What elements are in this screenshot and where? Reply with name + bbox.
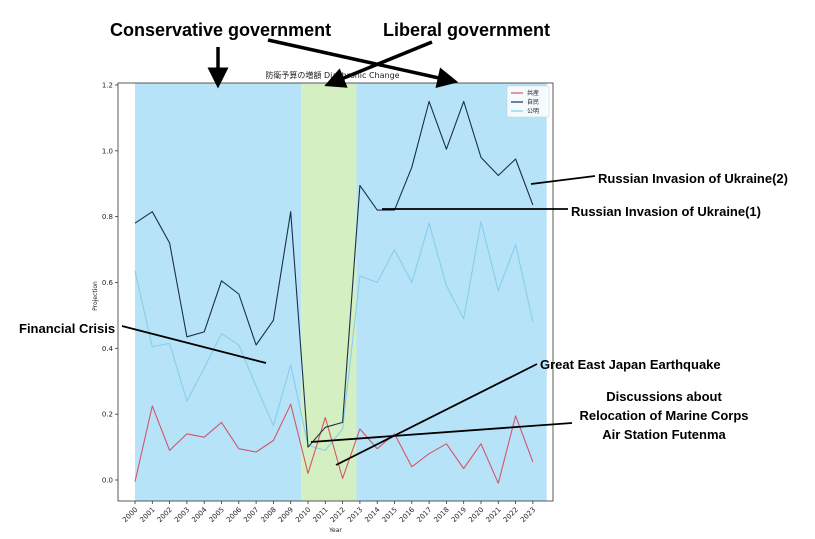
annotation-ukraine-2: Russian Invasion of Ukraine(2) [598,171,788,186]
x-tick-label: 2006 [225,505,244,524]
x-tick-label: 2015 [381,506,399,524]
line-earthquake [335,363,538,466]
annotation-futenma-line-2: Relocation of Marine Corps [579,408,748,423]
x-tick-label: 2014 [363,505,382,524]
x-tick-label: 2004 [190,505,209,524]
annotation-ukraine-1: Russian Invasion of Ukraine(1) [571,204,761,219]
x-tick-label: 2021 [484,506,502,524]
x-tick-label: 2007 [242,506,260,524]
x-tick-label: 2016 [398,505,417,524]
annotation-earthquake: Great East Japan Earthquake [540,357,721,372]
legend-label: 共産 [527,89,539,97]
x-tick-label: 2017 [415,506,433,524]
x-tick-label: 2022 [502,506,520,524]
x-tick-label: 2013 [346,506,364,524]
y-tick-label: 1.0 [102,147,113,155]
annotation-conservative-government: Conservative government [110,20,331,40]
annotation-futenma-line-1: Discussions about [606,389,722,404]
x-axis-label: Year [328,527,342,534]
legend-label: 自民 [527,98,539,106]
shaded-periods [135,83,547,501]
y-tick-label: 0.4 [102,345,114,353]
series-line-jimin [134,100,534,448]
x-tick-label: 2005 [208,506,226,524]
line-futenma [310,422,573,443]
annotation-financial-crisis: Financial Crisis [19,321,115,336]
arrow-conservative-2 [267,38,459,88]
legend-box [506,85,550,118]
x-tick-label: 2023 [519,506,537,524]
y-tick-label: 0.2 [102,411,113,419]
arrow-liberal [324,40,433,88]
line-ukraine-2 [530,175,596,185]
x-tick-label: 2012 [329,506,347,524]
annotation-futenma-line-3: Air Station Futenma [602,427,726,442]
x-tick-label: 2000 [121,506,139,524]
x-tick-label: 2018 [433,506,451,524]
x-tick-label: 2001 [138,506,156,524]
y-tick-label: 1.2 [102,81,113,89]
series-line-kyosan [134,403,534,484]
shaded-band-2 [356,83,547,501]
x-tick-label: 2008 [260,506,278,524]
y-tick-label: 0.8 [102,213,113,221]
annotation-arrows [121,38,596,466]
y-tick-label: 0.6 [102,279,114,287]
chart-title: 防衛予算の増額 Diachronic Change [265,70,399,80]
x-tick-label: 2003 [173,506,191,524]
x-axis: 2000 2001 2002 2003 2004 2005 2006 2007 2008 2009… [121,501,537,524]
shaded-band-1 [301,83,357,501]
y-axis-label: Projection [92,281,99,311]
x-tick-label: 2019 [450,506,468,524]
y-axis: 0.0 0.2 0.4 0.6 0.8 1.0 1.2 [102,81,118,485]
legend-label: 公明 [527,108,539,115]
x-tick-label: 2002 [156,506,174,524]
y-tick-label: 0.0 [102,477,113,485]
x-tick-label: 2009 [277,506,295,524]
x-tick-label: 2011 [311,506,329,524]
x-tick-label: 2020 [467,506,485,524]
annotation-liberal-government: Liberal government [383,20,550,40]
x-tick-label: 2010 [294,506,312,524]
line-financial-crisis [121,325,267,364]
